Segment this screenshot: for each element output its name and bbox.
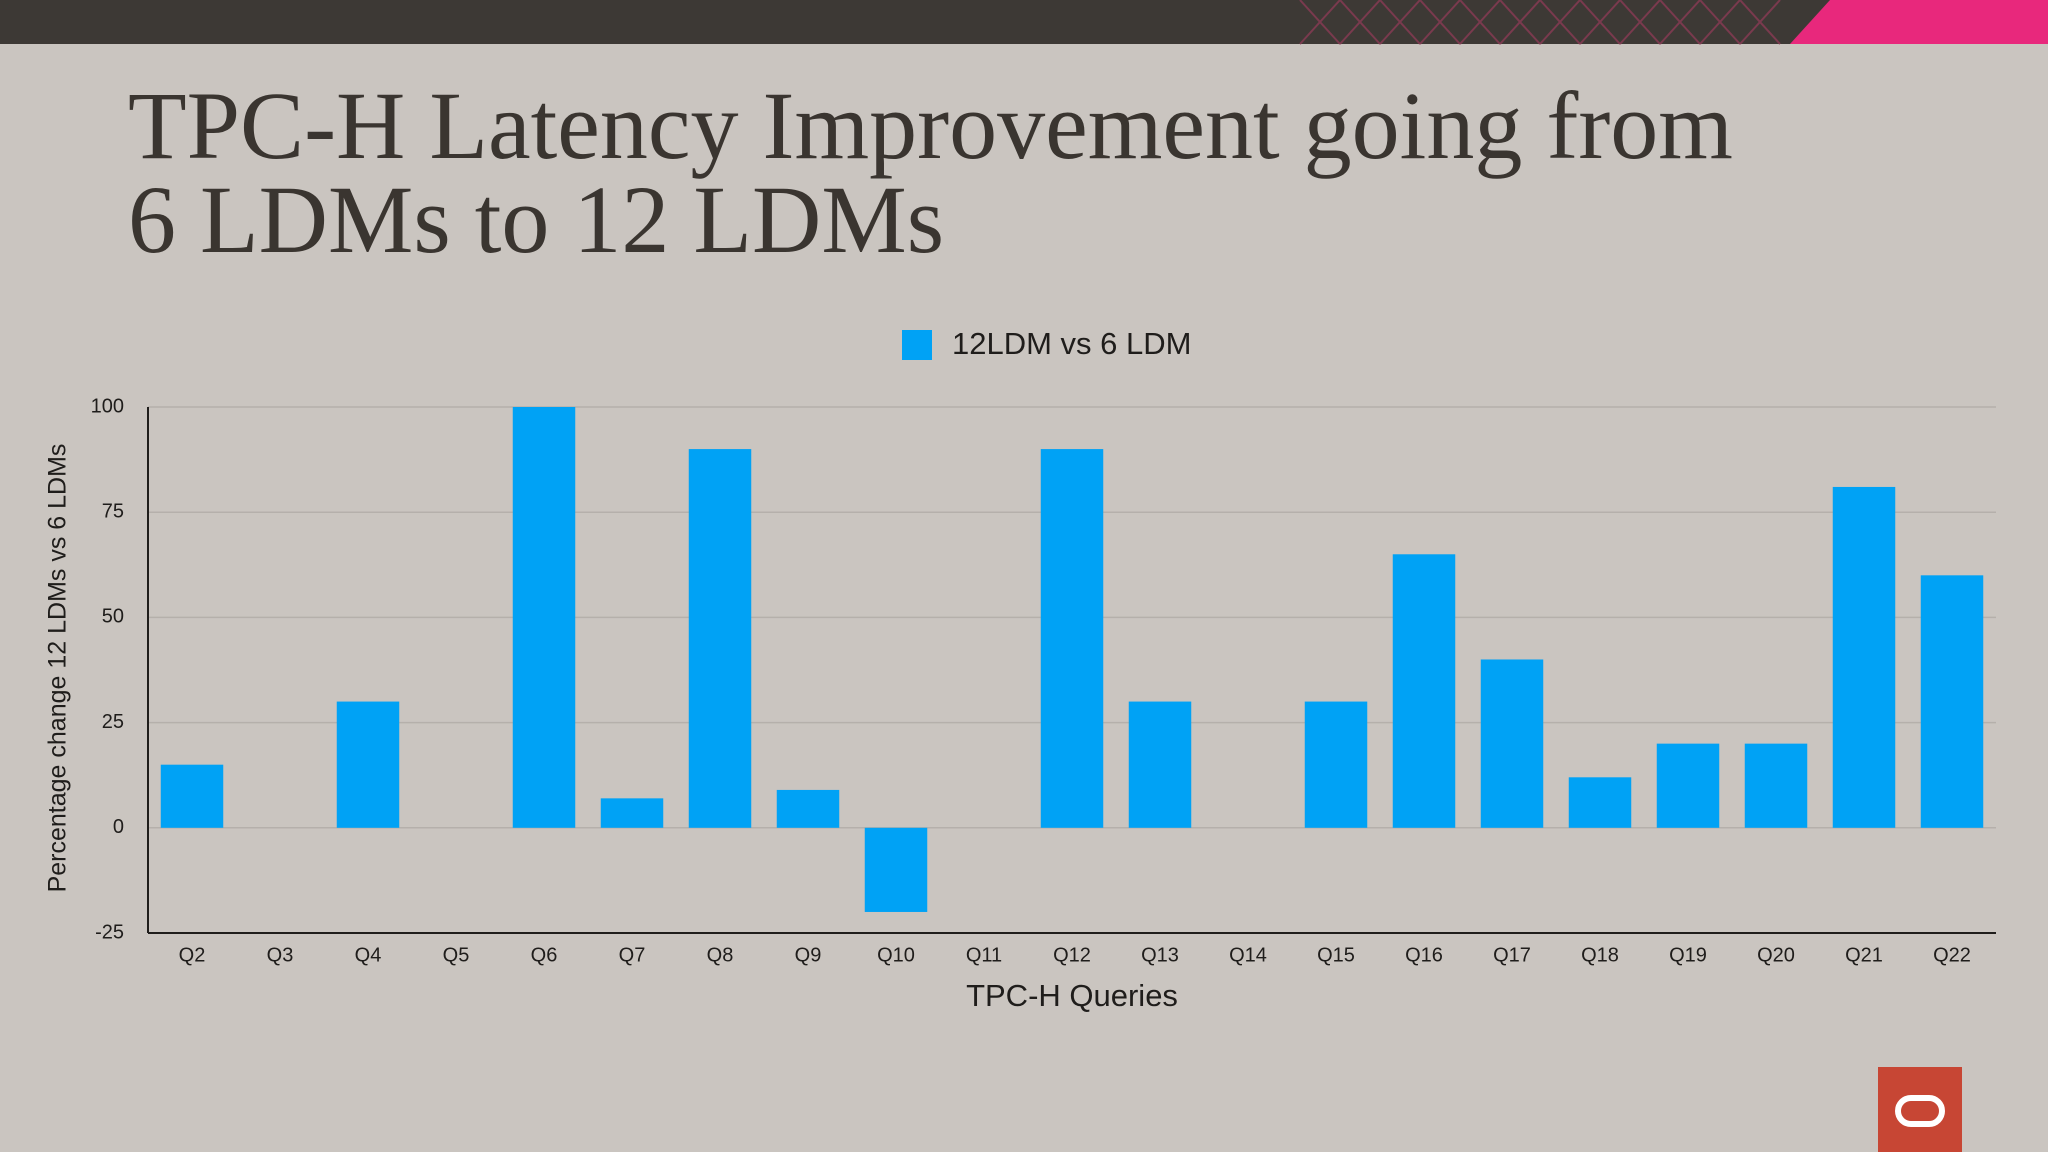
y-tick-label: 0 — [113, 816, 124, 838]
legend-swatch — [902, 330, 932, 360]
bar — [1304, 701, 1368, 828]
x-tick-label: Q2 — [179, 944, 206, 966]
bar — [1832, 486, 1896, 828]
x-axis-title: TPC-H Queries — [966, 978, 1178, 1013]
bar — [1392, 554, 1456, 828]
bar — [864, 827, 928, 912]
bar — [1920, 575, 1984, 828]
title-line: TPC-H Latency Improvement going from — [128, 72, 1733, 179]
bar — [600, 798, 664, 828]
x-tick-label: Q10 — [877, 944, 915, 966]
x-tick-label: Q9 — [795, 944, 822, 966]
logo — [1878, 1067, 1962, 1152]
x-tick-label: Q13 — [1141, 944, 1179, 966]
bar — [1656, 743, 1720, 828]
x-tick-label: Q6 — [531, 944, 558, 966]
x-tick-label: Q11 — [966, 944, 1002, 966]
bar — [1568, 777, 1632, 828]
bar — [160, 764, 224, 828]
x-tick-label: Q7 — [619, 944, 646, 966]
x-tick-label: Q5 — [443, 944, 470, 966]
x-tick-label: Q22 — [1933, 944, 1971, 966]
logo-mark — [1895, 1095, 1945, 1127]
bar — [1744, 743, 1808, 828]
bar — [336, 701, 400, 828]
bar — [776, 789, 840, 828]
x-tick-label: Q19 — [1669, 944, 1707, 966]
bar — [1128, 701, 1192, 828]
x-tick-label: Q18 — [1581, 944, 1619, 966]
x-tick-label: Q21 — [1845, 944, 1883, 966]
top-accent — [1790, 0, 2048, 44]
y-tick-label: 75 — [102, 500, 124, 522]
legend-label: 12LDM vs 6 LDM — [952, 326, 1191, 361]
x-tick-label: Q20 — [1757, 944, 1795, 966]
bar — [688, 449, 752, 828]
y-tick-label: 100 — [91, 395, 124, 417]
bar — [512, 407, 576, 828]
x-tick-label: Q12 — [1053, 944, 1091, 966]
y-tick-label: -25 — [95, 921, 124, 943]
top-pattern — [1299, 0, 1781, 45]
x-tick-label: Q15 — [1317, 944, 1355, 966]
y-tick-label: 25 — [102, 711, 124, 733]
bar — [1480, 659, 1544, 828]
top-bar — [0, 0, 2048, 44]
y-tick-label: 50 — [102, 606, 124, 628]
x-tick-label: Q14 — [1229, 944, 1267, 966]
x-tick-label: Q4 — [355, 944, 382, 966]
y-axis-title: Percentage change 12 LDMs vs 6 LDMs — [44, 444, 72, 893]
x-tick-label: Q16 — [1405, 944, 1443, 966]
title-line: 6 LDMs to 12 LDMs — [128, 166, 944, 273]
bar — [1040, 449, 1104, 828]
x-tick-label: Q3 — [267, 944, 294, 966]
x-tick-label: Q17 — [1493, 944, 1531, 966]
x-tick-label: Q8 — [707, 944, 734, 966]
